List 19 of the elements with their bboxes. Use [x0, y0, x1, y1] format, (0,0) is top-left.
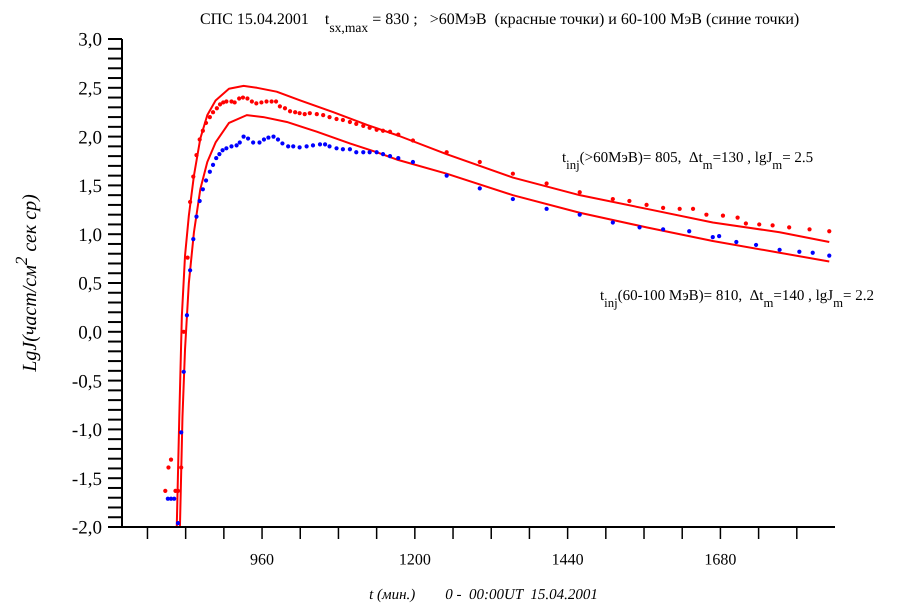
- y-tick-label: -1,0: [72, 420, 102, 442]
- y-tick-label: 0,5: [78, 274, 102, 295]
- y-tick-label: -1,5: [72, 468, 102, 490]
- x-tick-label: 1680: [704, 551, 736, 568]
- x-axis-title: t (мин.) 0 - 00:00UT 15.04.2001: [369, 587, 598, 603]
- x-tick-label: 1200: [398, 551, 431, 568]
- annotation: t$_{inj}$(>60МэВ)= 805, Δt$_{m}$=130 , lgJ$_{m}$= 2.5: [562, 150, 814, 172]
- y-tick-label: 3,0: [78, 30, 102, 51]
- y-tick-label: -2,0: [72, 518, 102, 539]
- y-tick-label: 1,0: [78, 224, 102, 246]
- chart-title: СПС 15.04.2001 t$_{sx,max}$ = 830 ; >60МэВ (красные точки) и 60-100 МэВ (синие точки): [200, 11, 800, 34]
- x-tick-label: 960: [250, 551, 274, 568]
- y-tick-label: 2,0: [78, 127, 102, 148]
- y-tick-label: 2,5: [78, 78, 102, 100]
- x-tick-label: 1440: [552, 551, 584, 568]
- annotation: t$_{inj}$(60-100 МэВ)= 810, Δt$_{m}$=140 , lgJ$_{m}$= 2.2: [600, 288, 874, 310]
- y-tick-label: 0,0: [78, 322, 102, 344]
- y-tick-label: 1,5: [78, 176, 102, 198]
- y-tick-label: -0,5: [72, 371, 102, 392]
